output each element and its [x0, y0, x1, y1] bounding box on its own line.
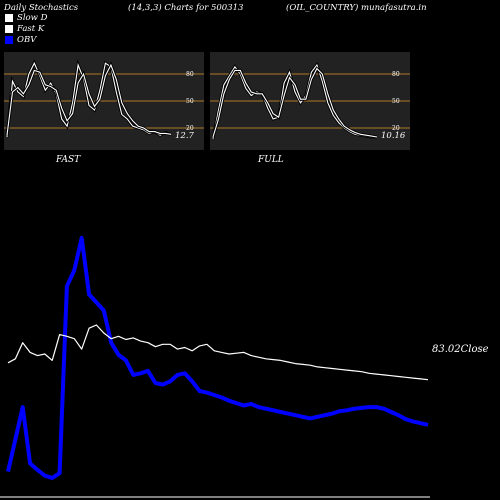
legend-swatch	[5, 14, 13, 22]
legend-label: Slow D	[17, 13, 48, 23]
fast-panel-title: FAST	[55, 155, 81, 165]
legend-swatch	[5, 36, 13, 44]
chart-title: Daily Stochastics	[4, 3, 79, 13]
full-last-value: 10.16	[381, 131, 406, 141]
legend-item-obv: OBV	[5, 35, 36, 45]
full-tick-label: 50	[392, 98, 400, 105]
close-label: 83.02Close	[432, 344, 489, 355]
full-tick-label: 20	[392, 125, 400, 132]
fast-tick-label: 80	[186, 71, 194, 78]
chart-subtitle: (14,3,3) Charts for 500313	[128, 3, 244, 13]
full-panel-title: FULL	[257, 155, 284, 165]
price-line	[7, 324, 429, 381]
legend-label: Fast K	[17, 24, 45, 34]
chart-source: (OIL_COUNTRY) munafasutra.in	[286, 3, 427, 13]
full-series-slow-d	[212, 67, 378, 138]
legend-swatch	[5, 25, 13, 33]
legend-item-fast-k: Fast K	[5, 24, 44, 34]
fast-tick-label: 20	[186, 125, 194, 132]
legend-label: OBV	[17, 35, 37, 45]
fast-tick-label: 50	[186, 98, 194, 105]
full-tick-label: 80	[392, 71, 400, 78]
obv-line	[6, 236, 429, 480]
fast-last-value: 12.7	[175, 131, 195, 141]
fast-series-slow-d	[6, 63, 172, 136]
legend-item-slow-d: Slow D	[5, 13, 47, 23]
